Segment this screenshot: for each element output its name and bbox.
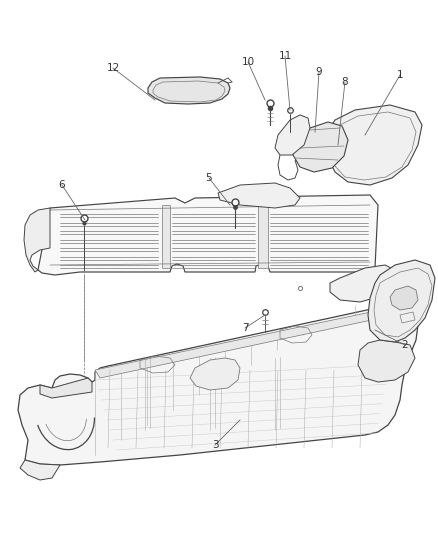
Polygon shape — [20, 460, 60, 480]
Polygon shape — [275, 115, 310, 155]
Polygon shape — [258, 204, 268, 268]
Text: 2: 2 — [402, 340, 408, 350]
Text: 8: 8 — [342, 77, 348, 87]
Polygon shape — [328, 105, 422, 185]
Polygon shape — [390, 286, 418, 310]
Polygon shape — [358, 340, 415, 382]
Text: 6: 6 — [59, 180, 65, 190]
Polygon shape — [38, 195, 378, 275]
Text: 7: 7 — [242, 323, 248, 333]
Polygon shape — [148, 77, 230, 104]
Polygon shape — [190, 358, 240, 390]
Text: 5: 5 — [206, 173, 212, 183]
Polygon shape — [218, 183, 300, 208]
Text: 12: 12 — [106, 63, 120, 73]
Polygon shape — [24, 208, 50, 272]
Polygon shape — [293, 122, 348, 172]
Polygon shape — [40, 378, 92, 398]
Polygon shape — [18, 305, 418, 465]
Text: 1: 1 — [397, 70, 403, 80]
Text: 3: 3 — [212, 440, 218, 450]
Polygon shape — [330, 265, 395, 302]
Text: 11: 11 — [279, 51, 292, 61]
Text: 10: 10 — [241, 57, 254, 67]
Text: 9: 9 — [316, 67, 322, 77]
Polygon shape — [368, 260, 435, 342]
Polygon shape — [162, 205, 170, 268]
Polygon shape — [95, 308, 395, 378]
